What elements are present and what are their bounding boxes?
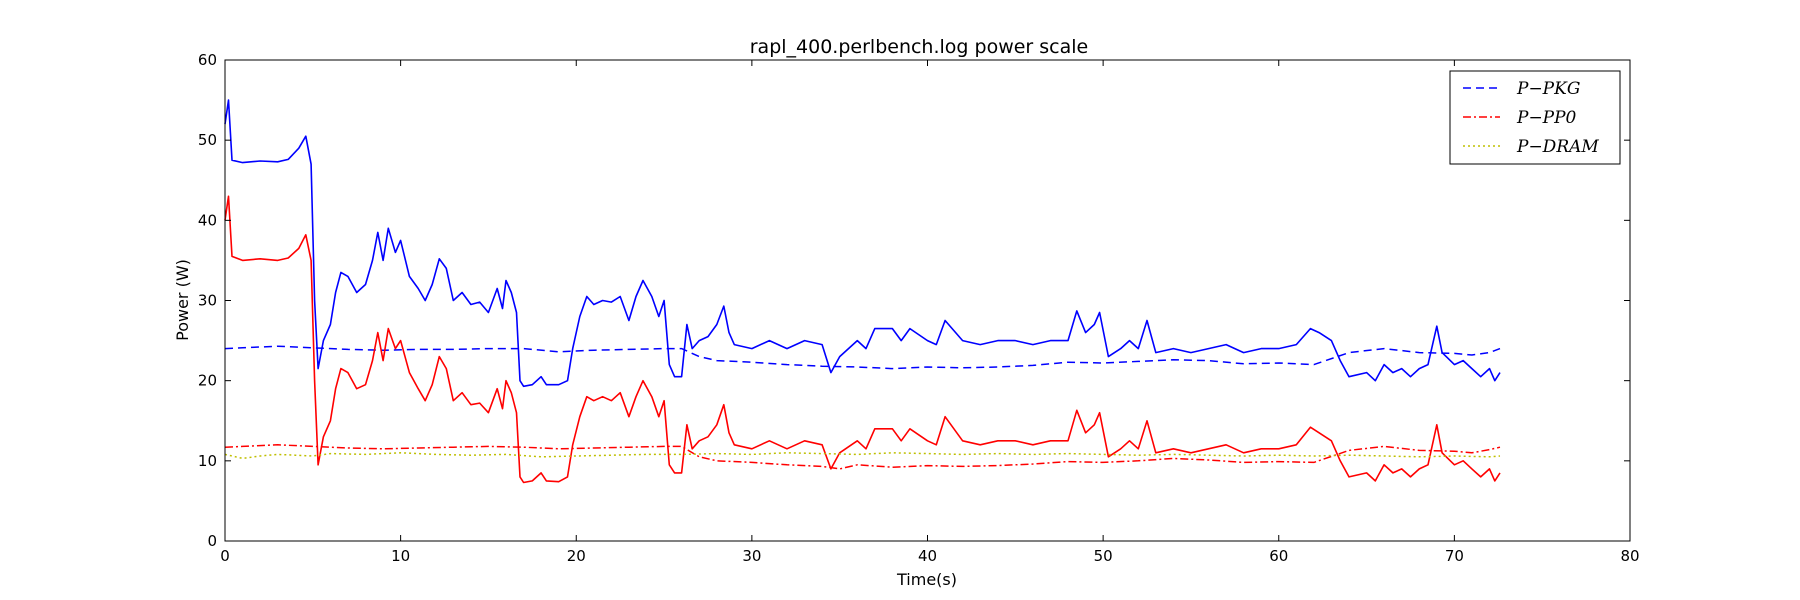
x-tick-label: 10 bbox=[391, 547, 410, 565]
series-line-2 bbox=[224, 195, 1501, 484]
x-tick-label: 60 bbox=[1269, 547, 1288, 565]
y-tick-label: 60 bbox=[198, 51, 217, 69]
y-tick-label: 50 bbox=[198, 131, 217, 149]
chart-title: rapl_400.perlbench.log power scale bbox=[750, 36, 1088, 58]
x-tick-label: 20 bbox=[567, 547, 586, 565]
y-tick-label: 0 bbox=[207, 532, 217, 550]
y-tick-label: 10 bbox=[198, 452, 217, 470]
x-tick-label: 40 bbox=[918, 547, 937, 565]
series-line-1 bbox=[224, 345, 1501, 370]
series-layer bbox=[224, 99, 1501, 484]
x-tick-label: 30 bbox=[742, 547, 761, 565]
series-line-0 bbox=[224, 99, 1501, 388]
y-tick-label: 40 bbox=[198, 211, 217, 229]
legend: P−PKG P−PP0 P−DRAM bbox=[1449, 70, 1621, 165]
y-tick-label: 30 bbox=[198, 292, 217, 310]
series-line-4 bbox=[224, 452, 1501, 460]
y-axis-label: Power (W) bbox=[173, 259, 192, 341]
x-tick-label: 80 bbox=[1620, 547, 1639, 565]
x-axis: 0 10 20 30 40 50 60 70 80 bbox=[220, 60, 1640, 565]
series-line-3 bbox=[224, 444, 1501, 470]
legend-box bbox=[1449, 70, 1621, 165]
legend-label-2: P−DRAM bbox=[1516, 137, 1599, 157]
x-tick-label: 50 bbox=[1094, 547, 1113, 565]
legend-label-0: P−PKG bbox=[1516, 79, 1580, 99]
y-axis: 0 10 20 30 40 50 60 bbox=[198, 51, 1630, 550]
x-tick-label: 0 bbox=[220, 547, 230, 565]
y-tick-label: 20 bbox=[198, 372, 217, 390]
x-tick-label: 70 bbox=[1445, 547, 1464, 565]
x-axis-label: Time(s) bbox=[896, 570, 957, 589]
legend-label-1: P−PP0 bbox=[1516, 108, 1577, 128]
